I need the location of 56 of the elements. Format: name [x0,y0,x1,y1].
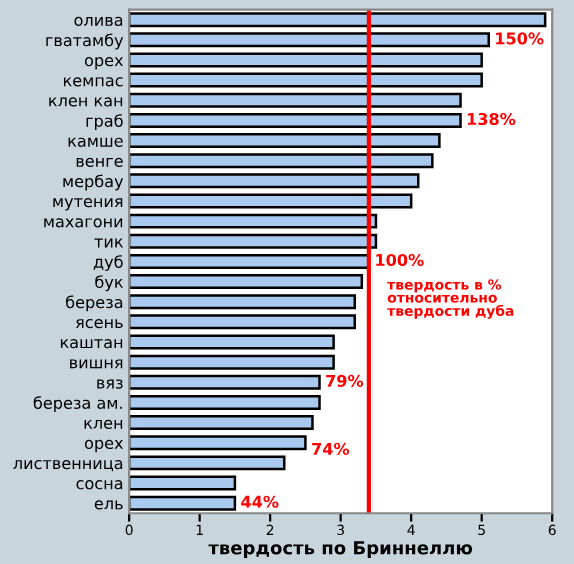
y-tick-label: вяз [97,379,123,389]
bar [129,153,434,169]
bar [129,415,314,431]
y-tick-label: бук [95,275,124,292]
bar [129,253,371,269]
bar [129,233,378,249]
bar [129,274,364,290]
y-tick-label: сосна [76,480,123,490]
annotation: 44% [241,495,279,508]
bar [129,112,462,128]
y-tick-label: ель [94,500,123,510]
y-tick-label: мербау [63,174,124,191]
y-tick-label: береза [66,295,123,312]
y-tick-label: клен [84,419,123,429]
y-tick-label: лиственница [13,459,123,472]
bar [129,334,335,350]
x-axis-title: твердость по Бриннеллю [208,541,473,559]
y-tick-label: вишня [70,359,123,369]
y-tick-label: гватамбу [46,33,124,50]
y-tick-label: орех [84,439,124,453]
y-tick-label: клен кан [49,97,123,107]
bar [129,52,483,68]
y-tick-label: кемпас [63,77,123,87]
bar [129,133,441,149]
annotation: 150% [496,32,544,45]
y-tick-label: орех [84,57,124,70]
bar [129,72,483,88]
bar [129,193,413,209]
bar [129,475,237,491]
bar [129,394,321,410]
y-tick-label: тик [94,238,124,248]
y-tick-label: камше [68,137,123,147]
y-tick-label: ясень [76,318,123,329]
annotation: 74% [312,442,350,455]
y-tick-label: махагони [44,218,123,228]
bar [129,213,378,229]
bar [129,92,462,108]
annotation: 79% [326,374,364,387]
y-tick-label: береза ам. [33,396,122,413]
y-tick-label: дуб [93,255,123,272]
y-tick-label: граб [86,114,123,130]
bar [129,354,335,370]
annotation: 138% [467,112,516,126]
bar [129,455,286,471]
y-tick-label: венге [76,157,123,168]
bar [129,173,420,189]
bar [129,32,490,48]
bar [129,294,357,310]
bar [129,314,357,330]
y-tick-label: мутения [53,198,123,211]
bar [129,12,547,28]
annotation: 100% [376,253,424,267]
y-tick-label: каштан [60,339,123,349]
bar [129,435,307,451]
bar [129,374,321,390]
y-tick-label: олива [74,16,123,27]
